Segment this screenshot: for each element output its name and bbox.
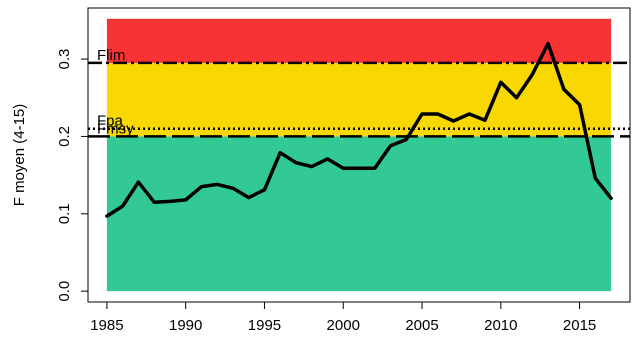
- series-line-0: [105, 41, 613, 218]
- status-zones: [106, 18, 612, 292]
- y-tick-label: 0.2: [56, 126, 73, 147]
- x-axis: 1985 1990 1995 2000 2005 2010 2015: [90, 301, 596, 334]
- zone-red: [106, 18, 612, 63]
- y-axis-label: F moyen (4-15): [11, 104, 28, 207]
- x-tick-label: 2000: [327, 317, 360, 334]
- ref-label-flim: Flim: [97, 47, 125, 64]
- x-tick-label: 2010: [484, 317, 517, 334]
- y-tick-label: 0.0: [56, 281, 73, 302]
- x-tick-label: 1985: [90, 317, 123, 334]
- ref-label-fpa: Fpa: [97, 113, 124, 130]
- zone-green: [106, 136, 612, 292]
- zone-yellow: [106, 62, 612, 137]
- x-tick-label: 2015: [563, 317, 596, 334]
- y-axis: 0.0 0.1 0.2 0.3: [56, 49, 89, 302]
- y-tick-label: 0.1: [56, 203, 73, 224]
- x-tick-label: 2005: [405, 317, 438, 334]
- y-tick-label: 0.3: [56, 49, 73, 70]
- x-tick-label: 1995: [248, 317, 281, 334]
- ref-label-fmsy: Fmsy: [97, 120, 134, 137]
- series-group: [105, 41, 613, 218]
- x-tick-label: 1990: [169, 317, 202, 334]
